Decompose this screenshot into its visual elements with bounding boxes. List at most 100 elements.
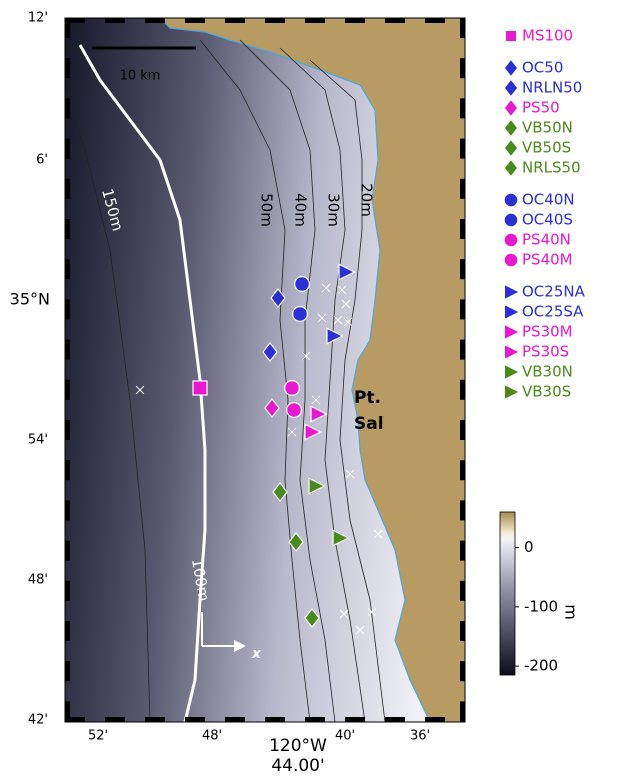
frame-tick [65,18,70,38]
legend-label: VB50S [522,139,571,157]
frame-tick [65,219,70,239]
legend-label: OC50 [522,59,563,77]
legend-marker [505,140,517,156]
station-marker [293,307,308,322]
frame-tick [460,179,465,199]
legend-marker [505,160,517,176]
legend-label: NRLN50 [522,79,582,97]
lon-center-label: 120°W [269,736,327,756]
legend-marker [505,120,517,136]
legend-marker [505,385,518,398]
legend-label: OC25NA [522,283,586,301]
legend-marker [505,194,518,207]
frame-tick [385,18,405,23]
lat-tick-label: 48' [28,573,48,588]
frame-tick [145,18,165,23]
frame-tick [305,18,325,23]
frame-tick [460,420,465,440]
frame-tick [460,299,465,319]
frame-tick [65,500,70,520]
frame-tick [225,18,245,23]
frame-tick [460,621,465,641]
frame-tick [425,18,445,23]
lat-tick-label: 12' [28,11,48,26]
frame-tick [185,717,205,722]
frame-tick [460,18,465,38]
colorbar-ticks: 0 -100 -200 [515,538,558,675]
map-body [65,18,470,722]
frame-tick [65,380,70,400]
frame-tick [65,340,70,360]
frame-tick [65,661,70,681]
frame-tick [460,581,465,601]
frame-tick [385,717,405,722]
colorbar-tick-label: 0 [524,538,534,556]
legend-marker [506,31,516,41]
frame-tick [185,18,205,23]
frame-tick [65,701,70,721]
frame-tick [345,18,365,23]
frame-tick [425,717,445,722]
colorbar [500,512,515,675]
legend-marker [505,234,518,247]
place-label: Pt. [354,388,381,408]
colorbar-tick-label: -200 [524,657,558,675]
lat-tick-label: 6' [36,153,48,168]
colorbar-label: m [562,604,581,620]
legend-label: VB30N [522,363,573,381]
lon-tick-label: 40' [335,729,355,744]
legend-marker [505,305,518,318]
contour-label: 40m [292,193,310,227]
lon-tick-label: 52' [88,729,108,744]
lat-tick-label: 35°N [10,290,50,309]
frame-tick [460,98,465,118]
frame-tick [65,581,70,601]
axis-arrow-label: x [251,646,262,662]
legend-label: OC40N [522,191,575,209]
legend-label: VB30S [522,383,571,401]
frame-tick [65,621,70,641]
lon-tick-label: 36' [410,729,430,744]
legend-marker [505,100,517,116]
frame-tick [65,299,70,319]
frame-tick [460,340,465,360]
frame-tick [105,717,125,722]
legend-label: MS100 [522,27,573,45]
station-marker [285,381,300,396]
frame-tick [65,541,70,561]
frame-tick [460,661,465,681]
frame-tick [460,219,465,239]
map-figure: 10 km 150m 100m 50m 40m 30m 20m Pt. Sal … [0,0,618,776]
frame-tick [65,139,70,159]
legend-label: OC25SA [522,303,584,321]
legend-label: PS50 [522,99,560,117]
legend-label: PS40M [522,251,573,269]
legend: MS100OC50NRLN50PS50VB50NVB50SNRLS50OC40N… [505,27,586,401]
contour-label: 50m [258,193,276,227]
scale-label: 10 km [120,69,161,84]
station-marker [193,381,207,395]
frame-tick [105,18,125,23]
place-label: Sal [354,414,384,434]
frame-tick [460,139,465,159]
legend-marker [505,214,518,227]
station-marker [287,403,302,418]
legend-label: OC40S [522,211,573,229]
legend-label: PS40N [522,231,571,249]
frame-tick [145,717,165,722]
frame-tick [65,420,70,440]
frame-tick [65,98,70,118]
colorbar-tick-label: -100 [524,597,558,615]
frame-tick [460,259,465,279]
frame-tick [65,259,70,279]
legend-marker [505,80,517,96]
lon-center-label: 44.00' [271,756,324,776]
contour-label: 30m [325,193,343,227]
legend-label: PS30M [522,323,573,341]
frame-tick [225,717,245,722]
lat-tick-label: 54' [28,433,48,448]
legend-label: PS30S [522,343,569,361]
frame-tick [460,58,465,78]
frame-tick [65,179,70,199]
legend-marker [505,365,518,378]
